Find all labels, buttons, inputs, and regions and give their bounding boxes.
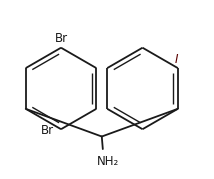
Text: Br: Br	[55, 32, 68, 45]
Text: NH₂: NH₂	[97, 155, 119, 168]
Text: Br: Br	[41, 124, 54, 137]
Text: I: I	[175, 53, 178, 66]
